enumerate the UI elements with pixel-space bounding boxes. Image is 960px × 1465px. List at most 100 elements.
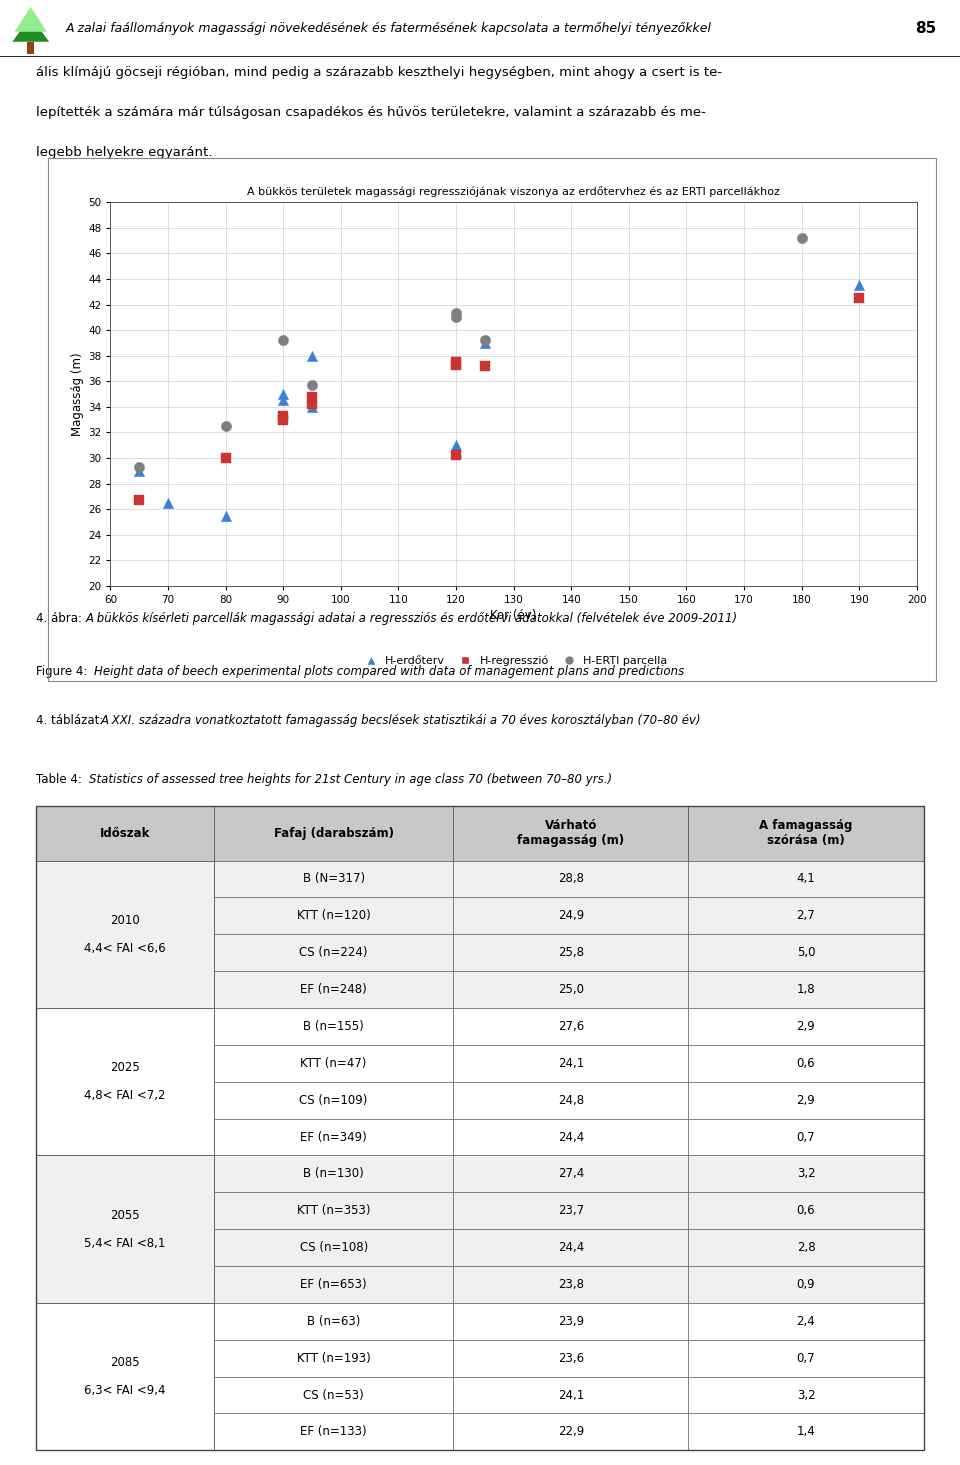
Text: 2055: 2055	[110, 1209, 140, 1222]
Point	[852, 287, 867, 311]
Point	[218, 447, 233, 470]
Bar	[453, 971, 688, 1008]
Text: KTT (n=120): KTT (n=120)	[297, 910, 371, 923]
Point	[477, 331, 492, 355]
Text: B (n=63): B (n=63)	[307, 1314, 360, 1327]
Text: Figure 4:: Figure 4:	[36, 665, 91, 678]
Bar	[688, 898, 924, 935]
Point	[448, 353, 464, 377]
Bar	[453, 1119, 688, 1156]
Text: 25,0: 25,0	[558, 983, 584, 996]
Text: 2,4: 2,4	[797, 1314, 815, 1327]
Text: Időszak: Időszak	[100, 826, 151, 839]
Point	[448, 306, 464, 330]
Bar	[214, 806, 453, 860]
Bar	[688, 935, 924, 971]
Text: 28,8: 28,8	[558, 873, 584, 885]
Bar	[688, 1119, 924, 1156]
Point	[276, 407, 291, 431]
Text: 2,9: 2,9	[797, 1020, 815, 1033]
Point	[132, 459, 147, 482]
Bar	[453, 1045, 688, 1081]
Bar	[688, 860, 924, 898]
Bar	[688, 1414, 924, 1450]
Bar	[214, 860, 453, 898]
Text: 85: 85	[915, 21, 936, 37]
Bar	[688, 1045, 924, 1081]
Point	[276, 382, 291, 406]
Bar	[453, 860, 688, 898]
Bar	[214, 1266, 453, 1302]
Bar	[453, 1340, 688, 1377]
Text: 24,4: 24,4	[558, 1131, 584, 1144]
Point	[448, 444, 464, 467]
Text: 24,9: 24,9	[558, 910, 584, 923]
Point	[852, 274, 867, 297]
Text: 4,8< FAI <7,2: 4,8< FAI <7,2	[84, 1088, 166, 1102]
Bar	[453, 1377, 688, 1414]
Bar	[214, 971, 453, 1008]
Text: 23,9: 23,9	[558, 1314, 584, 1327]
Text: 0,7: 0,7	[797, 1352, 815, 1365]
Text: A bükkös kísérleti parcellák magassági adatai a regressziós és erdőtervi adatokk: A bükkös kísérleti parcellák magassági a…	[85, 611, 737, 624]
Point	[132, 488, 147, 511]
Bar	[214, 1156, 453, 1193]
Text: 2010: 2010	[110, 914, 140, 927]
Bar	[214, 1119, 453, 1156]
Bar	[36, 806, 214, 860]
Text: B (n=155): B (n=155)	[303, 1020, 364, 1033]
Bar	[36, 1302, 214, 1450]
Point	[304, 393, 320, 416]
Text: CS (n=224): CS (n=224)	[300, 946, 368, 960]
Text: 22,9: 22,9	[558, 1425, 584, 1439]
Point	[794, 226, 809, 249]
Text: 3,2: 3,2	[797, 1168, 815, 1181]
Point	[448, 302, 464, 325]
Text: CS (n=53): CS (n=53)	[303, 1389, 364, 1402]
Text: EF (n=133): EF (n=133)	[300, 1425, 367, 1439]
Text: 2025: 2025	[110, 1061, 140, 1074]
Text: 27,6: 27,6	[558, 1020, 584, 1033]
Text: lepítették a számára már túlságosan csapadékos és hűvös területekre, valamint a : lepítették a számára már túlságosan csap…	[36, 105, 707, 119]
Text: 23,6: 23,6	[558, 1352, 584, 1365]
Text: 4. ábra:: 4. ábra:	[36, 611, 86, 624]
Point	[304, 385, 320, 409]
Text: 0,7: 0,7	[797, 1131, 815, 1144]
Text: 2085: 2085	[110, 1357, 140, 1370]
Text: KTT (n=47): KTT (n=47)	[300, 1056, 367, 1069]
Text: 0,6: 0,6	[797, 1204, 815, 1217]
Polygon shape	[27, 42, 35, 54]
Bar	[453, 1414, 688, 1450]
Point	[477, 355, 492, 378]
Bar	[36, 860, 214, 1008]
Point	[448, 440, 464, 463]
Legend: H-erdőterv, H-regresszió, H-ERTI parcella: H-erdőterv, H-regresszió, H-ERTI parcell…	[355, 652, 672, 671]
Point	[218, 415, 233, 438]
Point	[448, 434, 464, 457]
Bar	[688, 1008, 924, 1045]
Bar	[688, 1377, 924, 1414]
Bar	[453, 1193, 688, 1229]
Polygon shape	[12, 18, 49, 42]
Text: ális klímájú göcseji régióban, mind pedig a szárazabb keszthelyi hegységben, min: ális klímájú göcseji régióban, mind pedi…	[36, 66, 723, 79]
Text: EF (n=248): EF (n=248)	[300, 983, 367, 996]
Text: B (n=130): B (n=130)	[303, 1168, 364, 1181]
Text: Table 4:: Table 4:	[36, 772, 86, 785]
Text: A famagasság
szórása (m): A famagasság szórása (m)	[759, 819, 852, 847]
Text: 24,8: 24,8	[558, 1094, 584, 1106]
Y-axis label: Magasság (m): Magasság (m)	[71, 352, 84, 437]
Text: 24,4: 24,4	[558, 1241, 584, 1254]
Bar	[214, 1081, 453, 1119]
Point	[304, 374, 320, 397]
Text: 4,4< FAI <6,6: 4,4< FAI <6,6	[84, 942, 166, 955]
Text: 25,8: 25,8	[558, 946, 584, 960]
Bar	[36, 1008, 214, 1156]
Bar	[214, 1414, 453, 1450]
Bar	[688, 1302, 924, 1340]
Text: 0,6: 0,6	[797, 1056, 815, 1069]
Point	[304, 396, 320, 419]
Point	[132, 456, 147, 479]
Text: 24,1: 24,1	[558, 1389, 584, 1402]
Text: 3,2: 3,2	[797, 1389, 815, 1402]
Text: 6,3< FAI <9,4: 6,3< FAI <9,4	[84, 1384, 166, 1398]
